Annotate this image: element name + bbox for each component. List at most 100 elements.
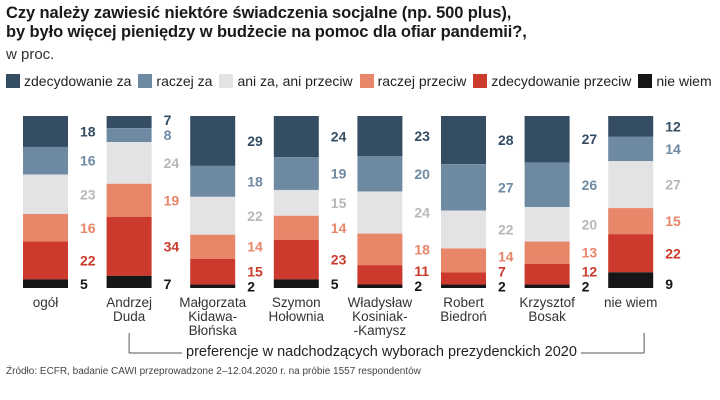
bar-segment — [608, 208, 654, 235]
category-label: Krzysztof — [519, 295, 575, 310]
bar-segment — [273, 279, 319, 288]
legend-item-3: raczej przeciw — [359, 73, 467, 89]
legend-item-4: zdecydowanie przeciw — [473, 73, 631, 89]
value-label: 28 — [498, 132, 514, 148]
value-label: 19 — [331, 166, 347, 182]
legend-label-0: zdecydowanie za — [24, 73, 132, 89]
value-label: 2 — [498, 278, 506, 294]
bar-segment — [441, 164, 486, 211]
bar-segment — [190, 258, 236, 285]
bar-segment — [608, 116, 654, 137]
legend-item-1: raczej za — [138, 73, 212, 89]
value-label: 15 — [665, 213, 681, 229]
category-label: Kidawa- — [188, 309, 237, 324]
legend-label-1: raczej za — [156, 73, 213, 89]
bar-segment — [106, 128, 152, 143]
bar-segment — [190, 116, 236, 166]
bar-segment — [23, 174, 68, 215]
value-label: 14 — [247, 239, 263, 255]
value-label: 22 — [665, 245, 681, 261]
bar-segment — [357, 116, 403, 157]
value-label: 2 — [247, 278, 255, 294]
value-label: 9 — [665, 276, 673, 292]
bar-segment — [273, 157, 319, 190]
value-label: 27 — [582, 131, 598, 147]
category-label: Małgorzata — [179, 295, 246, 310]
value-label: 24 — [164, 155, 180, 171]
category-label: Hołownia — [269, 309, 325, 324]
source-note: Źródło: ECFR, badanie CAWI przeprowadzon… — [6, 366, 421, 377]
value-label: 18 — [80, 123, 96, 139]
bar-segment — [441, 116, 486, 165]
bracket-label: preferencje w nadchodzących wyborach pre… — [182, 344, 581, 360]
value-label: 14 — [665, 141, 681, 157]
value-label: 27 — [498, 179, 514, 195]
value-label: 24 — [331, 129, 347, 145]
category-label: nie wiem — [604, 295, 657, 310]
value-label: 16 — [80, 153, 96, 169]
bar-segment — [190, 234, 236, 259]
bar-segment — [524, 116, 570, 163]
legend-label-4: zdecydowanie przeciw — [491, 73, 632, 89]
bar-segment — [106, 183, 152, 217]
bar-segment — [23, 214, 68, 242]
value-label: 23 — [331, 252, 347, 268]
bar-segment — [608, 161, 654, 209]
value-label: 2 — [582, 278, 590, 294]
value-label: 2 — [414, 278, 422, 294]
bar-segment — [441, 248, 486, 273]
bar-segment — [23, 146, 68, 175]
category-label: Bosak — [528, 309, 566, 324]
bar-segment — [608, 136, 654, 162]
bar-segment — [190, 165, 236, 197]
category-label: Szymon — [272, 295, 321, 310]
value-label: 14 — [498, 248, 514, 264]
value-label: 20 — [582, 216, 598, 232]
bar-segment — [608, 272, 654, 288]
bar-segment — [106, 142, 152, 184]
bar-segment — [524, 241, 570, 264]
value-label: 26 — [582, 177, 598, 193]
legend-label-3: raczej przeciw — [377, 73, 467, 89]
bar-segment — [23, 241, 68, 280]
bar-segment — [357, 265, 403, 285]
bar-segment — [524, 284, 570, 288]
legend-label-5: nie wiem — [656, 73, 712, 89]
value-label: 24 — [414, 205, 430, 221]
legend-swatch-4 — [473, 74, 488, 88]
value-label: 34 — [164, 238, 180, 254]
value-label: 23 — [80, 186, 96, 202]
chart-title-line2: by było więcej pieniędzy w budżecie na p… — [6, 23, 527, 41]
value-label: 5 — [331, 276, 339, 292]
value-label: 8 — [164, 127, 172, 143]
chart-legend: zdecydowanie za raczej za ani za, ani prze… — [6, 73, 719, 89]
legend-swatch-1 — [138, 74, 153, 88]
chart-title-line1: Czy należy zawiesić niektóre świadczenia… — [6, 4, 512, 22]
bar-segment — [524, 162, 570, 208]
bar-segment — [441, 210, 486, 249]
value-label: 11 — [414, 263, 429, 279]
bar-segment — [106, 216, 152, 276]
bar-segment — [106, 116, 152, 129]
value-label: 29 — [247, 133, 263, 149]
value-label: 12 — [665, 118, 681, 134]
value-label: 18 — [247, 173, 263, 189]
value-label: 22 — [498, 222, 514, 238]
bar-segment — [357, 284, 403, 288]
value-label: 14 — [331, 220, 347, 236]
legend-swatch-0 — [6, 74, 20, 88]
category-label: Błońska — [189, 323, 238, 338]
value-label: 7 — [498, 263, 506, 279]
value-label: 22 — [80, 252, 96, 268]
value-label: 23 — [414, 128, 430, 144]
bar-segment — [524, 207, 570, 242]
value-label: 5 — [80, 276, 88, 292]
category-label: Andrzej — [106, 295, 152, 310]
bar-segment — [524, 263, 570, 285]
legend-swatch-3 — [359, 74, 374, 88]
value-label: 13 — [582, 245, 598, 261]
legend-item-0: zdecydowanie za — [6, 73, 131, 89]
value-label: 19 — [164, 192, 180, 208]
legend-item-2: ani za, ani przeciw — [219, 73, 353, 89]
